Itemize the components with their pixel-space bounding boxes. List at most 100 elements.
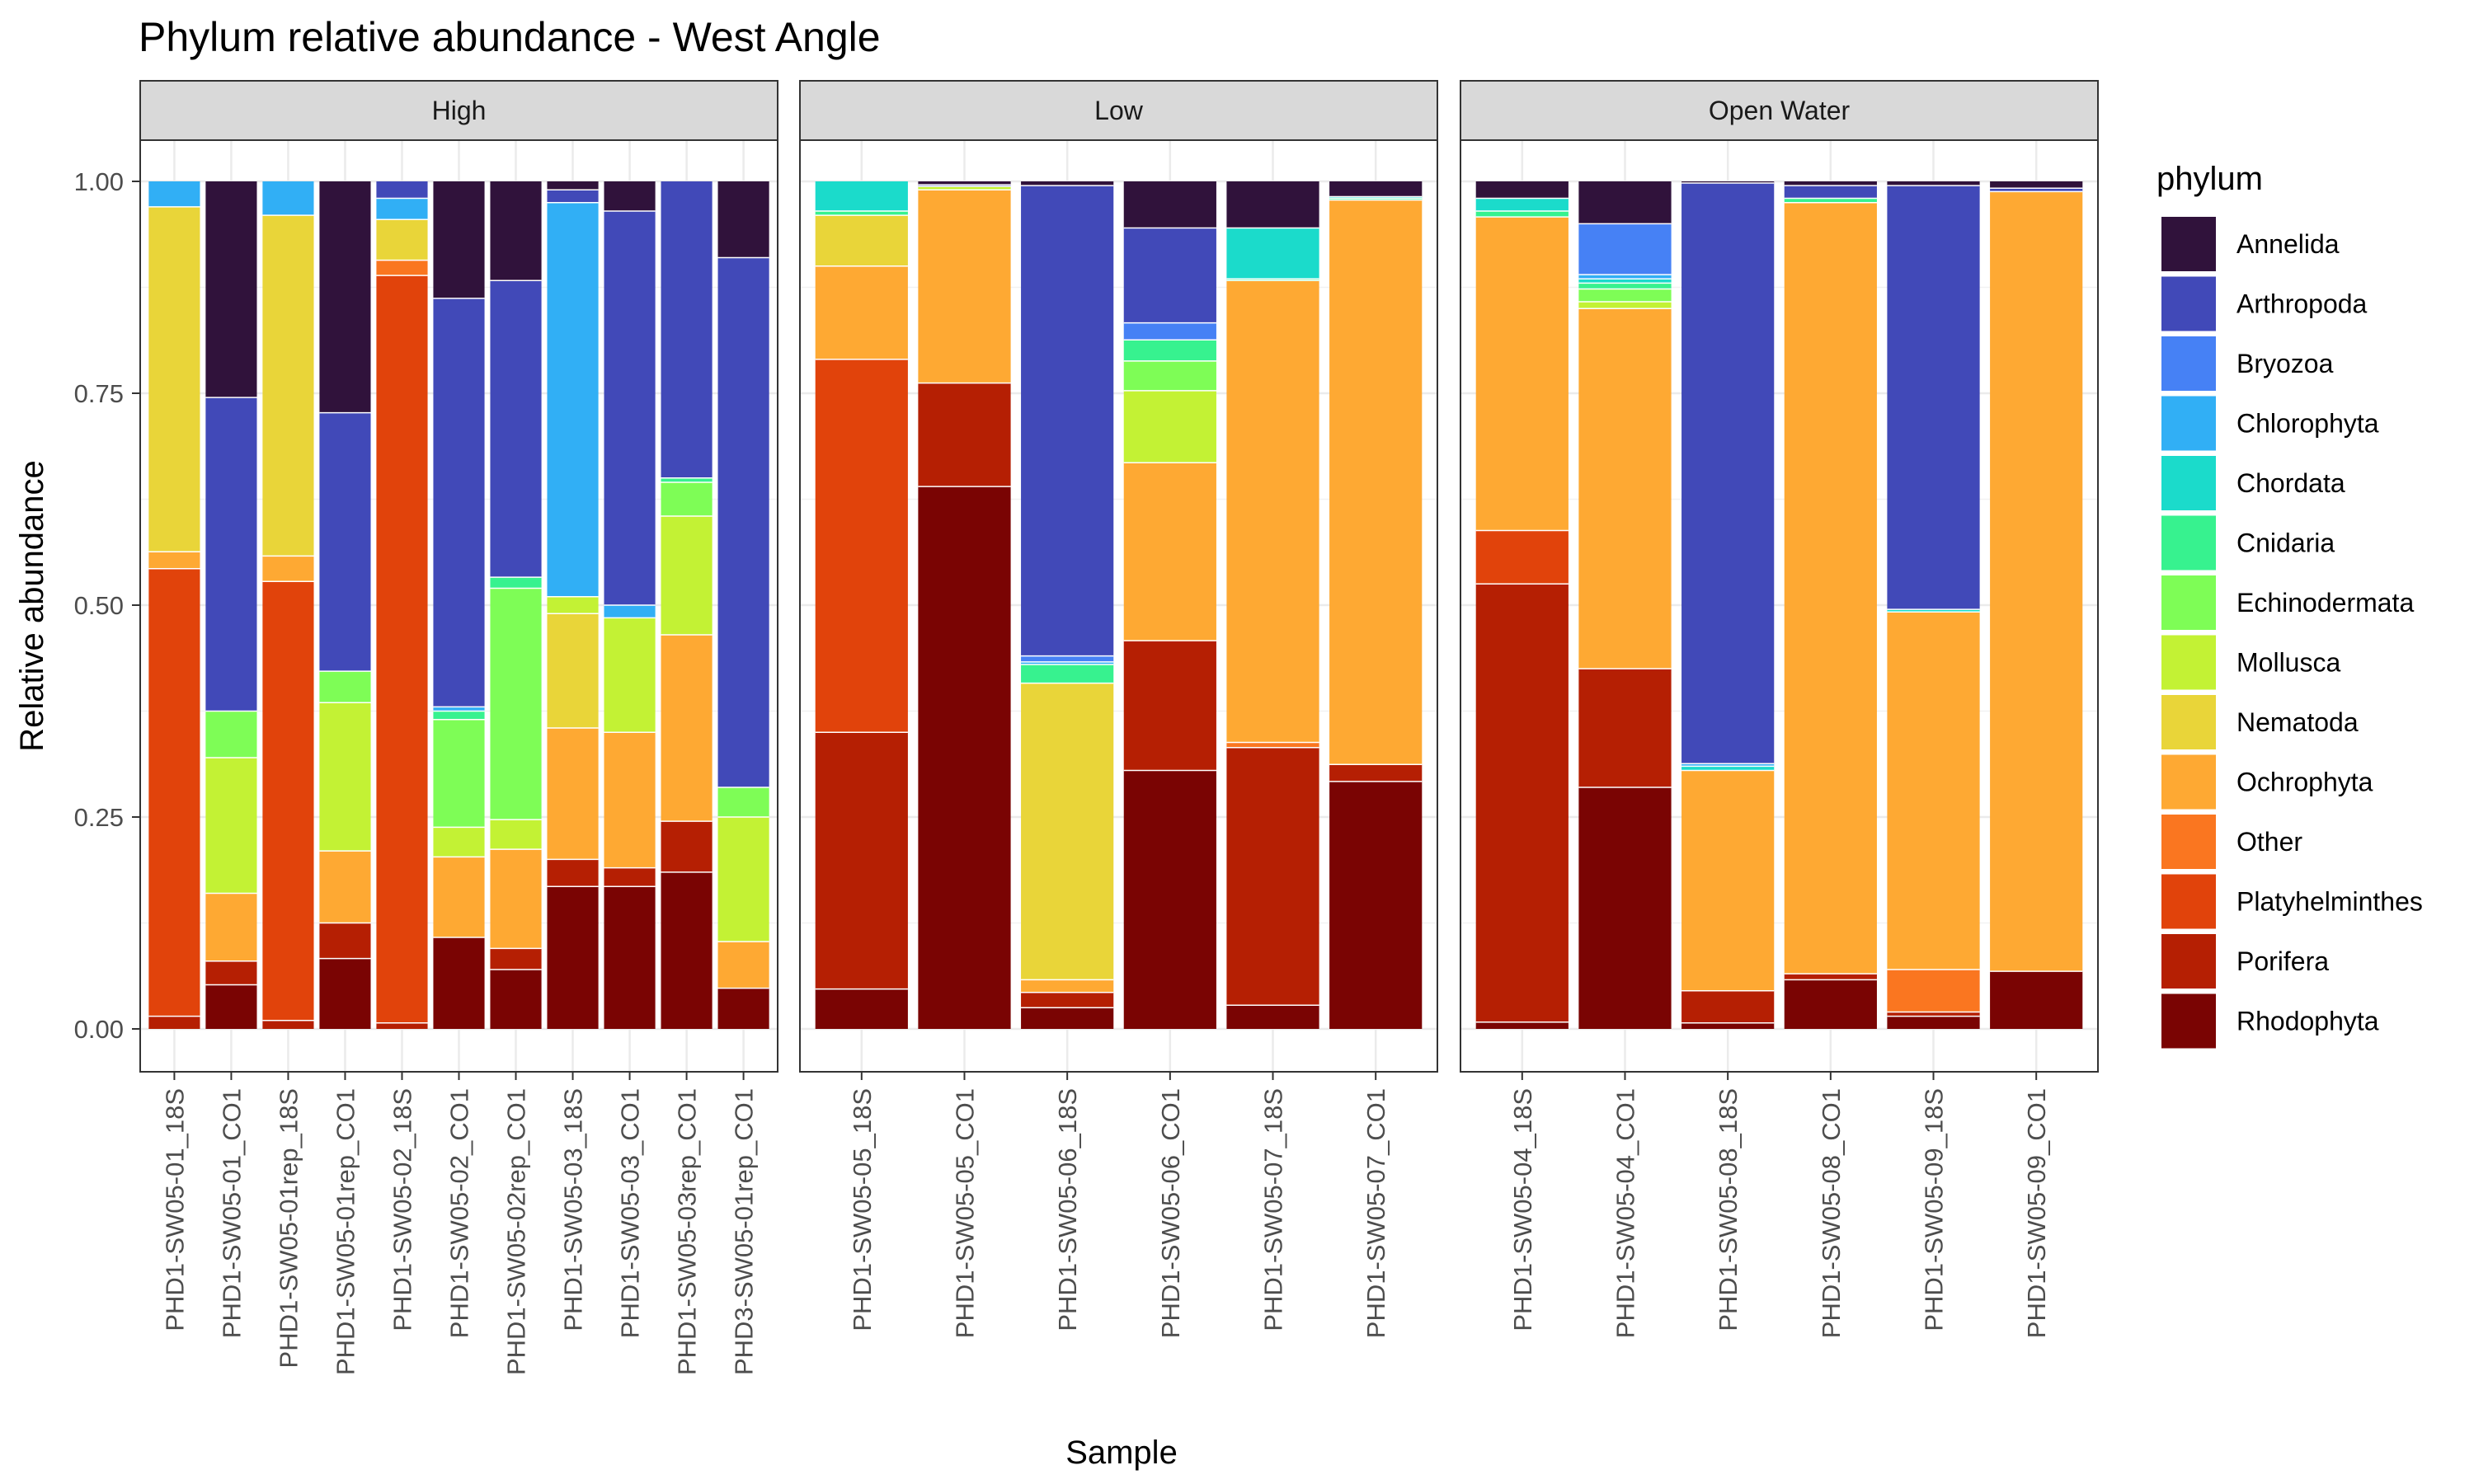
bar-segment-ochrophyta — [148, 552, 200, 569]
legend-swatch — [2160, 932, 2218, 990]
bar-segment-mollusca — [1123, 390, 1216, 463]
bar-segment-echinodermata — [1578, 289, 1672, 302]
bar-segment-rhodophyta — [1329, 781, 1423, 1029]
bar-segment-ochrophyta — [262, 556, 314, 582]
bar-segment-chlorophyta — [433, 707, 485, 711]
bar-segment-chordata — [1578, 279, 1672, 284]
bar-segment-ochrophyta — [1021, 979, 1114, 993]
stacked-bar — [1784, 181, 1877, 1029]
bar-segment-annelida — [1021, 181, 1114, 186]
bar-segment-rhodophyta — [547, 886, 599, 1029]
bar-segment-chlorophyta — [376, 198, 428, 220]
legend-swatch — [2160, 215, 2218, 273]
stacked-bar — [433, 181, 485, 1029]
bar-segment-arthropoda — [1990, 188, 2083, 192]
stacked-bar — [376, 181, 428, 1029]
legend-item: Bryozoa — [2160, 335, 2334, 392]
bar-segment-annelida — [1123, 181, 1216, 228]
legend-label: Echinodermata — [2236, 588, 2414, 618]
bar-segment-other — [376, 260, 428, 276]
bar-segment-rhodophyta — [490, 970, 542, 1029]
legend-title: phylum — [2157, 161, 2263, 197]
bar-segment-rhodophyta — [815, 989, 908, 1029]
bar-segment-cnidaria — [1784, 198, 1877, 203]
facet-panels: High PHD1-SW05-01_18S PHD1-SW05-01_CO1 PHD1… — [139, 80, 2099, 1375]
stacked-bar — [1475, 181, 1569, 1029]
bar-segment-chlorophyta — [1021, 661, 1114, 665]
stacked-bar — [1123, 181, 1216, 1029]
x-tick-label: PHD1-SW05-06_CO1 — [1156, 1088, 1185, 1338]
bar-segment-arthropoda — [1021, 186, 1114, 656]
stacked-bar — [1021, 181, 1114, 1029]
legend-label: Other — [2236, 827, 2302, 857]
x-tick-label: PHD1-SW05-05_CO1 — [950, 1088, 979, 1338]
bar-segment-ochrophyta — [1578, 308, 1672, 669]
bar-segment-platyhelminthes — [1475, 530, 1569, 585]
stacked-bar — [547, 181, 599, 1029]
bar-segment-arthropoda — [433, 298, 485, 707]
y-axis: 0.00 0.25 0.50 0.75 1.00 — [74, 167, 140, 1044]
legend-label: Bryozoa — [2236, 349, 2334, 378]
legend-item: Annelida — [2160, 215, 2340, 273]
bar-segment-mollusca — [717, 817, 769, 942]
stacked-bar — [717, 181, 769, 1029]
bar-segment-ochrophyta — [1784, 202, 1877, 974]
legend-item: Ochrophyta — [2160, 753, 2373, 811]
legend-swatch — [2160, 992, 2218, 1050]
facet-strip-label: High — [432, 96, 487, 125]
bar-segment-porifera — [1681, 990, 1775, 1023]
bar-segment-cnidaria — [1578, 283, 1672, 289]
bar-segment-cnidaria — [490, 577, 542, 589]
facet-strip-label: Open Water — [1709, 96, 1851, 125]
bar-segment-arthropoda — [918, 185, 1011, 187]
bar-segment-annelida — [918, 181, 1011, 186]
legend-swatch — [2160, 872, 2218, 931]
stacked-bar — [1578, 181, 1672, 1029]
legend-label: Arthropoda — [2236, 289, 2368, 319]
bar-segment-annelida — [1475, 181, 1569, 199]
bar-segment-ochrophyta — [490, 849, 542, 949]
x-tick-label: PHD1-SW05-06_18S — [1053, 1088, 1082, 1331]
stacked-bar — [262, 181, 314, 1029]
facet-panel: Open Water PHD1-SW05-04_18S PHD1-SW05-04_C… — [1460, 80, 2099, 1338]
x-axis-title: Sample — [1065, 1435, 1178, 1471]
bar-segment-mollusca — [547, 596, 599, 614]
bar-segment-arthropoda — [490, 280, 542, 578]
y-tick-label: 0.75 — [74, 379, 124, 408]
bar-segment-cnidaria — [433, 711, 485, 720]
legend-item: Rhodophyta — [2160, 992, 2379, 1050]
bar-segment-mollusca — [490, 819, 542, 850]
bar-segment-mollusca — [918, 186, 1011, 190]
bar-segment-nematoda — [148, 206, 200, 552]
bar-segment-annelida — [1226, 181, 1319, 228]
bar-segment-bryozoa — [1021, 655, 1114, 662]
bar-segment-chlorophyta — [148, 181, 200, 207]
bar-segment-chordata — [1329, 196, 1423, 199]
legend-label: Rhodophyta — [2236, 1007, 2379, 1036]
bar-segment-platyhelminthes — [262, 581, 314, 1021]
panel-border — [1460, 139, 2099, 1073]
bar-segment-annelida — [1990, 181, 2083, 189]
legend-label: Ochrophyta — [2236, 768, 2373, 797]
facet-strip — [799, 80, 1438, 141]
bar-segment-mollusca — [1578, 301, 1672, 309]
bar-segment-porifera — [1021, 992, 1114, 1008]
bar-segment-porifera — [1329, 764, 1423, 782]
bar-segment-rhodophyta — [1021, 1007, 1114, 1029]
legend-label: Chlorophyta — [2236, 409, 2379, 439]
legend-item: Mollusca — [2160, 633, 2340, 692]
legend-label: Mollusca — [2236, 648, 2340, 678]
legend-swatch — [2160, 394, 2218, 453]
facet-strip — [1460, 80, 2099, 141]
bar-segment-porifera — [1226, 747, 1319, 1006]
bar-segment-annelida — [604, 181, 656, 211]
y-tick-label: 0.50 — [74, 591, 124, 620]
bar-segment-ochrophyta — [547, 728, 599, 860]
bar-segment-arthropoda — [376, 181, 428, 199]
bar-segment-cnidaria — [815, 210, 908, 216]
bar-segment-annelida — [717, 181, 769, 258]
legend-swatch — [2160, 275, 2218, 333]
bar-segment-arthropoda — [1681, 183, 1775, 764]
bar-segment-annelida — [319, 181, 371, 413]
